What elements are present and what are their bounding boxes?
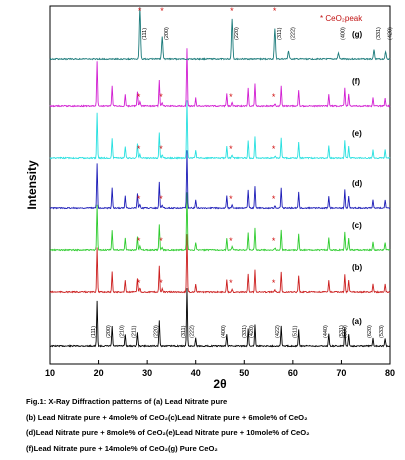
x-tick-label: 80 (385, 368, 395, 378)
series-label: (g) (352, 30, 363, 39)
lead-nitrate-peak-label: (111) (91, 326, 97, 338)
ceo2-star: * (272, 194, 276, 204)
ceo2-star: * (272, 278, 276, 288)
lead-nitrate-peak-label: (533) (379, 325, 385, 338)
lead-nitrate-peak-label: (620) (367, 325, 373, 338)
caption-line-1: Fig.1: X-Ray Diffraction patterns of (a)… (26, 397, 228, 406)
x-axis-label: 2θ (213, 377, 226, 391)
series-label: (b) (352, 263, 363, 272)
ceo2-star: * (229, 144, 233, 154)
pattern-trace (49, 234, 391, 294)
ceo2-star: * (137, 278, 141, 288)
ceo2-star: * (137, 92, 141, 102)
lead-nitrate-peak-label: (210) (119, 325, 125, 338)
ceo2-peak-label: (400) (341, 27, 347, 40)
lead-nitrate-peak-label: (220) (153, 325, 159, 338)
figure-caption: Fig.1: X-Ray Diffraction patterns of (a)… (26, 394, 402, 456)
pattern-trace (49, 192, 391, 252)
ceo2-star: * (272, 92, 276, 102)
lead-nitrate-peak-label: (440) (323, 325, 329, 338)
ceo2-star: * (159, 194, 163, 204)
ceo2-star: * (229, 236, 233, 246)
ceo2-star: * (137, 144, 141, 154)
x-tick-label: 20 (94, 368, 104, 378)
lead-nitrate-peak-label: (400) (221, 325, 227, 338)
pattern-trace (49, 7, 391, 61)
series-label: (a) (352, 317, 362, 326)
lead-nitrate-peak-label: (531) (339, 325, 345, 338)
x-tick-label: 40 (191, 368, 201, 378)
lead-nitrate-peak-label: (420) (249, 325, 255, 338)
ceo2-peak-label: (311) (277, 27, 283, 40)
caption-line-4: (f)Lead Nitrate pure + 14mole% of CeO₂(g… (26, 443, 218, 453)
legend-title: * CeO₂peak (320, 14, 363, 23)
pattern-trace (49, 100, 391, 160)
pattern-trace (49, 48, 391, 108)
lead-nitrate-peak-label: (600) (343, 325, 349, 338)
x-tick-label: 60 (288, 368, 298, 378)
x-tick-label: 30 (142, 368, 152, 378)
ceo2-peak-label: (331) (376, 27, 382, 40)
ceo2-star: * (137, 236, 141, 246)
ceo2-star-marks: * * * * * * * * * * * * * * * * * * * * (137, 92, 276, 288)
lead-nitrate-peak-label: (200) (106, 325, 112, 338)
ceo2-star: * (159, 236, 163, 246)
ceo2-peak-label: (420) (388, 27, 394, 40)
ceo2-star: * (159, 144, 163, 154)
ceo2-star: * (137, 194, 141, 204)
lead-nitrate-peak-label: (211) (131, 325, 137, 338)
ceo2-peak-label: (200) (164, 27, 170, 40)
ceo2-star: * (229, 278, 233, 288)
lead-nitrate-peak-label: (222) (190, 325, 196, 338)
series-label: (f) (352, 77, 360, 86)
x-tick-label: 10 (45, 368, 55, 378)
lead-nitrate-peak-label: (331) (242, 325, 248, 338)
ceo2-star: * (230, 6, 234, 16)
ceo2-star: * (160, 6, 164, 16)
ceo2-peak-label: (220) (234, 27, 240, 40)
x-tick-label: 70 (336, 368, 346, 378)
ceo2-star: * (159, 278, 163, 288)
ceo2-star: * (229, 92, 233, 102)
ceo2-star: * (272, 236, 276, 246)
lead-nitrate-peak-label: (511) (293, 325, 299, 338)
xrd-chart: (111) (200) (210) (211) (220) (311) (222) (400)… (25, 5, 395, 391)
ceo2-peak-label: (111) (142, 28, 148, 40)
plot-frame (49, 5, 391, 365)
ceo2-star: * (138, 6, 142, 16)
x-axis-ticks: 10 20 30 40 50 60 70 80 (45, 360, 395, 378)
ceo2-star: * (273, 6, 277, 16)
lead-nitrate-peak-label: (311) (181, 325, 187, 338)
pattern-trace (49, 150, 391, 210)
caption-line-3: (d)Lead Nitrate pure + 8mole% of CeO₂(e)… (26, 428, 310, 437)
series-label: (c) (352, 221, 362, 230)
x-tick-label: 50 (239, 368, 249, 378)
ceo2-star: * (272, 144, 276, 154)
lead-nitrate-peak-label: (422) (275, 325, 281, 338)
ceo2-peak-label: (222) (290, 27, 296, 40)
ceo2-star: * (159, 92, 163, 102)
caption-line-2: (b) Lead Nitrate pure + 4mole% of CeO₂(c… (26, 412, 308, 422)
pattern-traces (49, 7, 391, 348)
y-axis-label: Intensity (25, 160, 39, 210)
series-label: (e) (352, 129, 362, 138)
ceo2-star: * (229, 194, 233, 204)
series-label: (d) (352, 179, 363, 188)
peak-labels: (111) (200) (210) (211) (220) (311) (222) (400)… (91, 6, 394, 338)
series-labels: (a) (b) (c) (d) (e) (f) (g) (352, 30, 363, 326)
pattern-trace (49, 288, 391, 348)
